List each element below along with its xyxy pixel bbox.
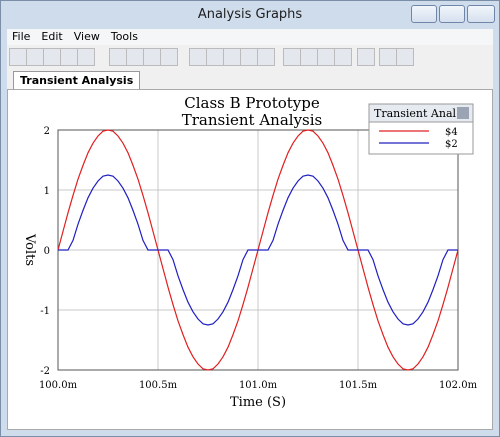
y-axis-label: Volts [22,233,37,266]
x-tick-label: 100.5m [139,380,178,391]
title-bar: Analysis Graphs [1,1,499,29]
toolbar [7,45,493,69]
y-tick-label: 2 [44,126,50,137]
menu-bar: File Edit View Tools [7,29,493,45]
chart-title: Transient Analysis [182,111,323,129]
minimize-button[interactable] [411,5,437,23]
toolbar-button[interactable] [126,48,144,66]
toolbar-button[interactable] [317,48,335,66]
x-axis-label: Time (S) [230,395,286,410]
legend-label: $4 [445,127,458,138]
chart-title: Class B Prototype [184,94,320,112]
toolbar-button[interactable] [143,48,161,66]
menu-item[interactable]: Tools [110,30,138,43]
toolbar-button[interactable] [77,48,95,66]
toolbar-button[interactable] [206,48,224,66]
y-tick-label: -2 [40,366,50,377]
toolbar-button[interactable] [396,48,414,66]
toolbar-button[interactable] [189,48,207,66]
tab[interactable]: Transient Analysis [13,71,141,89]
plot-panel: Class B Prototype Transient Analysis Time … [7,89,493,430]
menu-item[interactable]: Edit [41,30,63,43]
y-tick-label: -1 [40,306,50,317]
toolbar-button[interactable] [60,48,78,66]
toolbar-button[interactable] [379,48,397,66]
legend-label: $2 [445,139,458,150]
toolbar-button[interactable] [257,48,275,66]
toolbar-button[interactable] [43,48,61,66]
x-tick-label: 102.0m [439,380,478,391]
legend-header [368,103,474,123]
series-line [58,174,458,326]
x-tick-label: 101.0m [239,380,278,391]
toolbar-button[interactable] [357,48,375,66]
toolbar-button[interactable] [240,48,258,66]
x-tick-label: 101.5m [339,380,378,391]
y-tick-label: 0 [44,246,50,257]
toolbar-button[interactable] [160,48,178,66]
x-tick-label: 100.0m [39,380,78,391]
toolbar-button[interactable] [223,48,241,66]
maximize-button[interactable] [439,5,465,23]
toolbar-button[interactable] [300,48,318,66]
close-button[interactable] [467,5,495,23]
toolbar-button[interactable] [283,48,301,66]
legend-title: Transient Anal... [374,107,467,120]
y-tick-label: 1 [44,186,50,197]
toolbar-button[interactable] [334,48,352,66]
tab-row: Transient Analysis [7,69,493,89]
toolbar-button[interactable] [26,48,44,66]
toolbar-button[interactable] [9,48,27,66]
toolbar-button[interactable] [109,48,127,66]
window-title: Analysis Graphs [197,7,303,22]
menu-item[interactable]: View [73,30,100,43]
legend-close[interactable] [457,107,469,119]
menu-item[interactable]: File [12,30,31,43]
